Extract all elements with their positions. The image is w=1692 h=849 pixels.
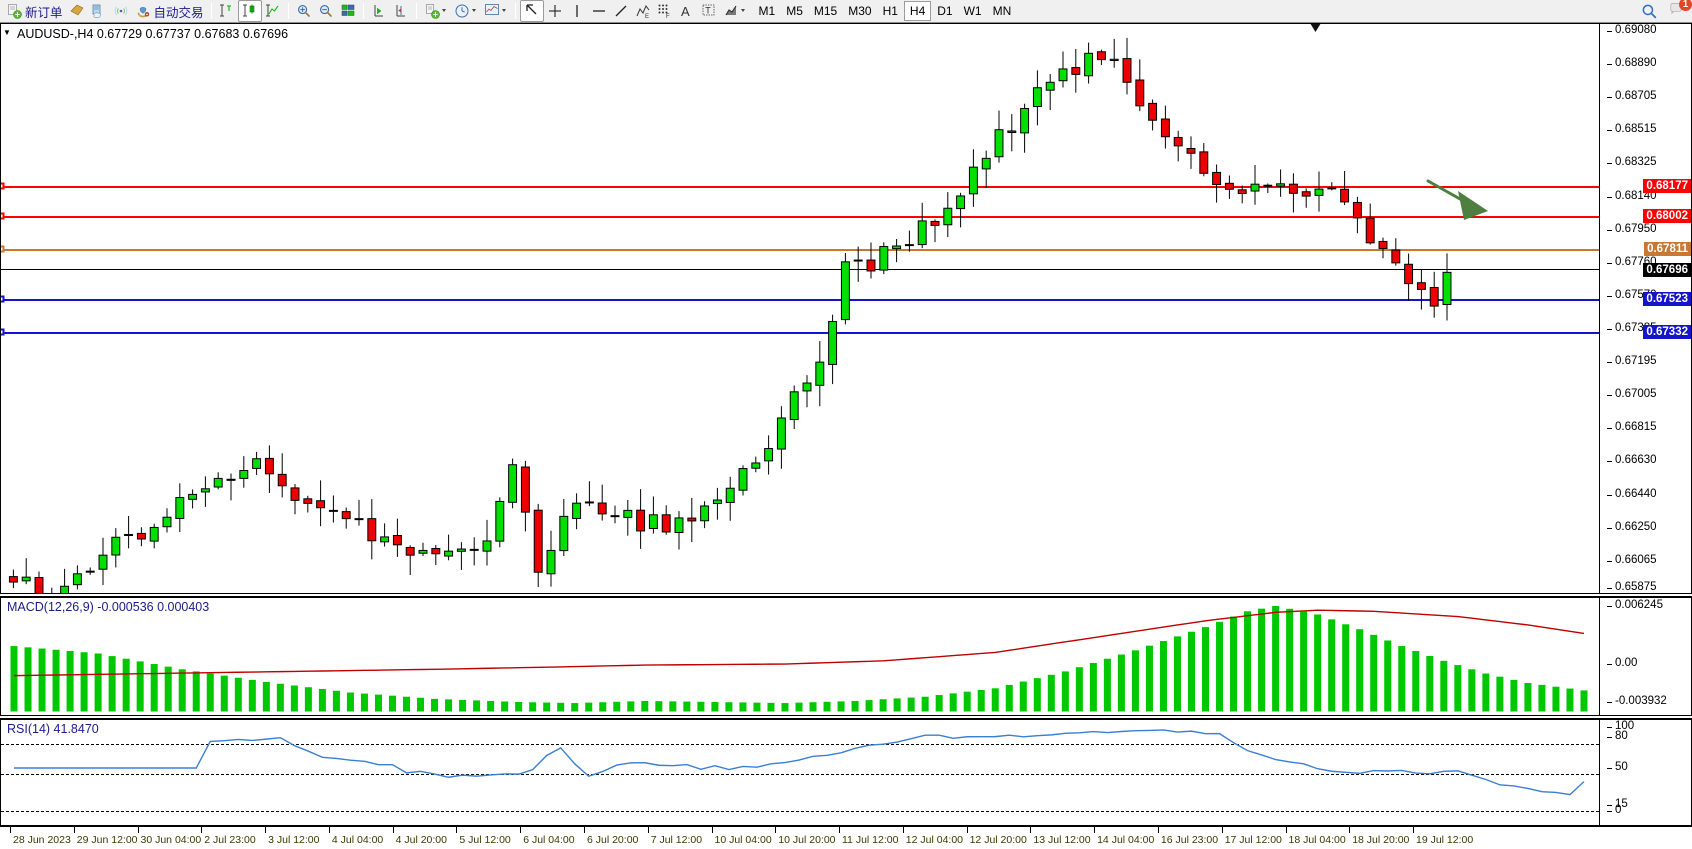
svg-text:E: E <box>645 14 649 19</box>
svg-text:T: T <box>705 6 711 16</box>
svg-text:A: A <box>681 4 690 19</box>
svg-text:F: F <box>666 14 670 19</box>
